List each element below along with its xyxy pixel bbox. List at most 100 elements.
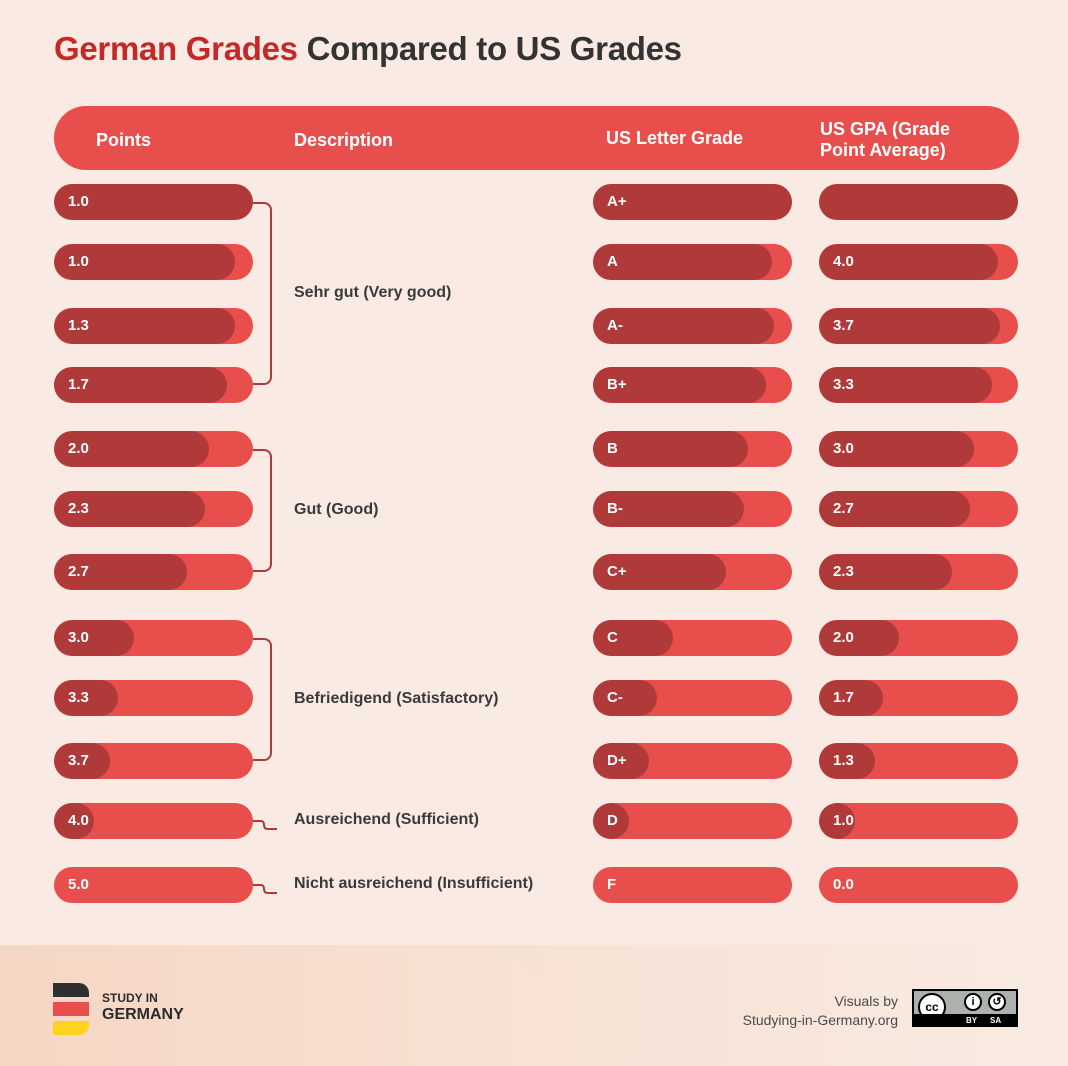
points-bar-fill bbox=[54, 308, 236, 344]
license-sa: SA bbox=[990, 1016, 1002, 1025]
gpa-bar-label: 3.3 bbox=[833, 376, 854, 393]
gpa-bar: 2.0 bbox=[819, 620, 1018, 656]
gpa-bar-label: 2.3 bbox=[833, 563, 854, 580]
letter-grade-bar: B+ bbox=[593, 367, 792, 403]
points-bar-label: 2.7 bbox=[68, 563, 89, 580]
letter-grade-bar-fill bbox=[593, 308, 775, 344]
letter-grade-bar-fill bbox=[593, 491, 745, 527]
letter-grade-bar: B bbox=[593, 431, 792, 467]
gpa-bar: 3.7 bbox=[819, 308, 1018, 344]
letter-grade-bar: F bbox=[593, 867, 792, 903]
gpa-bar-label: 2.0 bbox=[833, 629, 854, 646]
letter-grade-bar-label: B- bbox=[607, 500, 623, 517]
letter-grade-bar-fill bbox=[593, 554, 727, 590]
points-bar-fill bbox=[54, 803, 94, 839]
connector-line bbox=[253, 820, 277, 830]
title-rest: Compared to US Grades bbox=[297, 30, 682, 67]
points-bar-fill bbox=[54, 680, 118, 716]
letter-grade-bar-label: C+ bbox=[607, 563, 627, 580]
gpa-bar: 4.0 bbox=[819, 244, 1018, 280]
letter-grade-bar: D+ bbox=[593, 743, 792, 779]
credit-line1: Visuals by bbox=[834, 993, 898, 1009]
gpa-bar-fill bbox=[819, 620, 899, 656]
gpa-bar-fill bbox=[819, 308, 1001, 344]
points-bar-label: 1.0 bbox=[68, 253, 89, 270]
points-bar-fill bbox=[54, 620, 134, 656]
gpa-bar: 1.0 bbox=[819, 803, 1018, 839]
letter-grade-bar-label: C bbox=[607, 629, 618, 646]
letter-grade-bar: A bbox=[593, 244, 792, 280]
header-points: Points bbox=[96, 130, 152, 150]
gpa-bar-label: 1.7 bbox=[833, 689, 854, 706]
logo-line1: STUDY IN bbox=[102, 991, 158, 1005]
gpa-bar-label: 1.3 bbox=[833, 752, 854, 769]
points-bar: 2.3 bbox=[54, 491, 253, 527]
table-header: Points Description US Letter Grade US GP… bbox=[54, 106, 1019, 170]
gpa-bar-label: 2.7 bbox=[833, 500, 854, 517]
gpa-bar-fill bbox=[819, 554, 953, 590]
points-bar: 3.7 bbox=[54, 743, 253, 779]
gpa-bar: 0.0 bbox=[819, 867, 1018, 903]
grade-description: Nicht ausreichend (Insufficient) bbox=[294, 875, 534, 892]
points-bar-fill bbox=[54, 367, 228, 403]
by-person-icon: i bbox=[964, 993, 982, 1011]
sa-share-alike-icon: ↺ bbox=[988, 993, 1006, 1011]
gpa-bar-fill bbox=[819, 184, 1018, 220]
points-bar-fill bbox=[54, 431, 210, 467]
credit-line2: Studying-in-Germany.org bbox=[742, 1012, 898, 1028]
letter-grade-bar-fill bbox=[593, 620, 673, 656]
gpa-bar-fill bbox=[819, 491, 971, 527]
group-bracket bbox=[253, 638, 272, 761]
letter-grade-bar-label: A+ bbox=[607, 193, 627, 210]
points-bar-fill bbox=[54, 491, 206, 527]
letter-grade-bar: C+ bbox=[593, 554, 792, 590]
points-bar-label: 3.0 bbox=[68, 629, 89, 646]
letter-grade-bar-label: A- bbox=[607, 317, 623, 334]
points-bar-label: 5.0 bbox=[68, 876, 89, 893]
gpa-bar: 2.7 bbox=[819, 491, 1018, 527]
points-bar-label: 4.0 bbox=[68, 812, 89, 829]
letter-grade-bar: D bbox=[593, 803, 792, 839]
points-bar-fill bbox=[54, 743, 110, 779]
letter-grade-bar-fill bbox=[593, 680, 657, 716]
header-description: Description bbox=[294, 130, 394, 150]
gpa-bar-fill bbox=[819, 680, 883, 716]
footer: STUDY IN GERMANY Visuals by Studying-in-… bbox=[0, 945, 1068, 1066]
letter-grade-bar-label: B bbox=[607, 440, 618, 457]
gpa-bar: 3.3 bbox=[819, 367, 1018, 403]
gpa-bar: 1.7 bbox=[819, 680, 1018, 716]
letter-grade-bar-label: C- bbox=[607, 689, 623, 706]
points-bar-label: 1.3 bbox=[68, 317, 89, 334]
letter-grade-bar-label: A bbox=[607, 253, 618, 270]
license-band: BY SA bbox=[914, 1014, 1016, 1025]
gpa-bar-fill bbox=[819, 743, 875, 779]
cc-by-sa-license-icon: cc i ↺ BY SA bbox=[912, 989, 1018, 1027]
group-bracket bbox=[253, 449, 272, 572]
points-bar: 4.0 bbox=[54, 803, 253, 839]
group-bracket bbox=[253, 202, 272, 385]
letter-grade-bar: A- bbox=[593, 308, 792, 344]
page-title: German Grades Compared to US Grades bbox=[54, 30, 682, 68]
letter-grade-bar-fill bbox=[593, 743, 649, 779]
footer-curve bbox=[0, 945, 590, 1066]
points-bar: 2.0 bbox=[54, 431, 253, 467]
license-by: BY bbox=[966, 1016, 978, 1025]
logo-line2: GERMANY bbox=[102, 1006, 184, 1023]
points-bar-fill bbox=[54, 244, 236, 280]
grade-description: Sehr gut (Very good) bbox=[294, 283, 452, 301]
points-bar: 3.0 bbox=[54, 620, 253, 656]
letter-grade-bar-label: B+ bbox=[607, 376, 627, 393]
gpa-bar-label: 0.0 bbox=[833, 876, 854, 893]
points-bar: 1.3 bbox=[54, 308, 253, 344]
points-bar-fill bbox=[54, 554, 188, 590]
letter-grade-bar-fill bbox=[593, 367, 767, 403]
grade-description: Befriedigend (Satisfactory) bbox=[294, 689, 499, 707]
points-bar-label: 3.7 bbox=[68, 752, 89, 769]
letter-grade-bar-fill bbox=[593, 431, 749, 467]
points-bar: 2.7 bbox=[54, 554, 253, 590]
credit: Visuals by Studying-in-Germany.org bbox=[743, 992, 898, 1030]
points-bar-label: 2.3 bbox=[68, 500, 89, 517]
gpa-bar-fill bbox=[819, 244, 999, 280]
letter-grade-bar: C bbox=[593, 620, 792, 656]
letter-grade-bar-label: D+ bbox=[607, 752, 627, 769]
